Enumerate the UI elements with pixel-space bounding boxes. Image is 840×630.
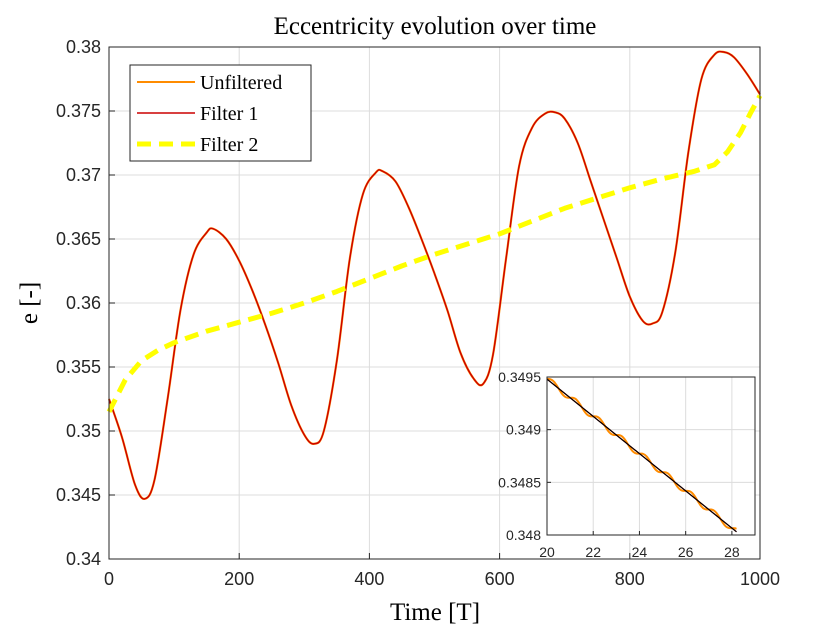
legend: Unfiltered Filter 1 Filter 2	[129, 64, 312, 162]
main-series-filter-2	[106, 94, 763, 413]
inset-y-tick-label: 0.349	[506, 422, 541, 438]
inset-x-tick-label: 24	[632, 544, 648, 560]
y-axis-label: e [-]	[16, 282, 43, 324]
main-y-tick-label: 0.345	[56, 485, 101, 505]
main-y-tick-label: 0.34	[66, 549, 101, 569]
main-x-tick-label: 400	[354, 569, 384, 589]
legend-label-filter-1: Filter 1	[200, 103, 258, 125]
inset-x-tick-label: 22	[585, 544, 601, 560]
inset-series-filter-2	[546, 378, 737, 533]
main-y-tick-label: 0.365	[56, 229, 101, 249]
inset-series-group	[546, 378, 737, 533]
inset-background	[547, 377, 755, 535]
inset-ticks: 20 22 24 26 28 0.348 0.3485 0.349 0.3495	[498, 369, 740, 560]
chart-title: Eccentricity evolution over time	[274, 13, 597, 40]
inset-y-tick-label: 0.3485	[498, 474, 541, 490]
x-axis-label: Time [T]	[390, 599, 480, 626]
main-y-tick-label: 0.355	[56, 357, 101, 377]
main-x-tick-label: 1000	[740, 569, 780, 589]
main-y-tick-label: 0.375	[56, 101, 101, 121]
inset-y-tick-label: 0.3495	[498, 369, 541, 385]
main-ticks: 0 200 400 600 800 1000 0.34 0.345 0.35 0.355 0.36 0…	[56, 37, 780, 589]
inset-y-tick-label: 0.348	[506, 527, 541, 543]
main-x-tick-label: 800	[615, 569, 645, 589]
main-x-tick-label: 200	[224, 569, 254, 589]
main-x-tick-label: 600	[485, 569, 515, 589]
main-series-group	[106, 50, 763, 500]
legend-label-filter-2: Filter 2	[200, 134, 258, 156]
main-x-tick-label: 0	[104, 569, 114, 589]
main-y-tick-label: 0.36	[66, 293, 101, 313]
inset-x-tick-label: 26	[678, 544, 694, 560]
inset-plot-frame	[546, 376, 756, 536]
main-y-tick-label: 0.37	[66, 165, 101, 185]
inset-x-tick-label: 20	[539, 544, 555, 560]
main-y-tick-label: 0.35	[66, 421, 101, 441]
legend-label-unfiltered: Unfiltered	[200, 72, 282, 94]
inset-x-tick-label: 28	[724, 544, 740, 560]
inset-series-unfiltered	[546, 378, 737, 530]
main-y-tick-label: 0.38	[66, 37, 101, 57]
main-series-filter-1	[108, 50, 761, 500]
